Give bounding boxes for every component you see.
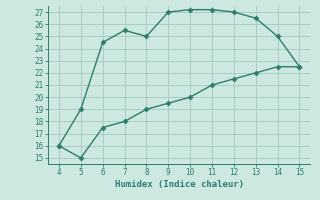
X-axis label: Humidex (Indice chaleur): Humidex (Indice chaleur): [115, 180, 244, 189]
